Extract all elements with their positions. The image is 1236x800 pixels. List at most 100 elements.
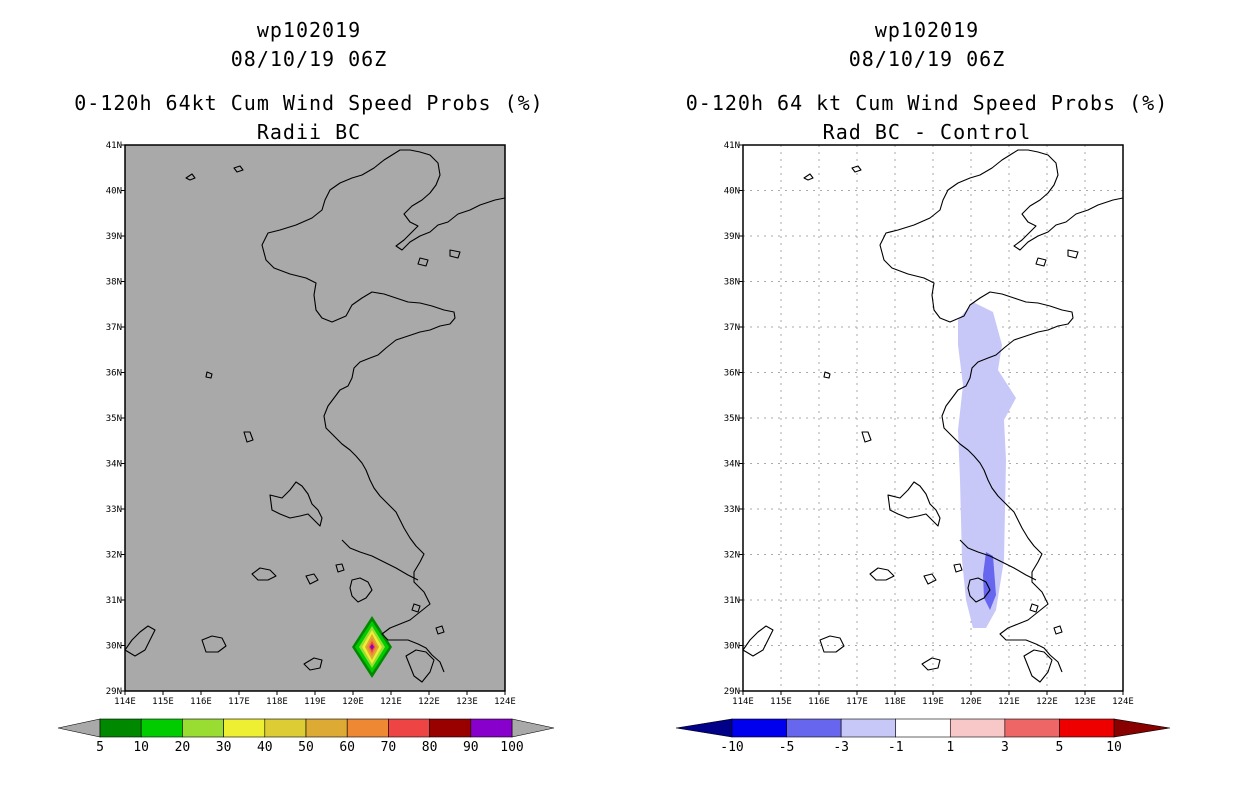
left-colorbar-segment: [470, 718, 513, 738]
left-colorbar-segment: [99, 718, 142, 738]
lon-tick-label: 115E: [770, 697, 792, 707]
lat-tick-label: 36N: [724, 369, 740, 379]
lon-tick-label: 119E: [304, 697, 326, 707]
right-storm-id: wp102019: [874, 18, 980, 42]
lon-tick-label: 123E: [456, 697, 478, 707]
left-panel: wp102019 08/10/19 06Z 0-120h 64kt Cum Wi…: [74, 18, 544, 144]
coastline-segment: [261, 149, 506, 673]
coastline-segment: [1023, 649, 1053, 683]
right-colorbar-label: 10: [1106, 740, 1122, 755]
coastline-segment: [953, 563, 963, 573]
lat-tick-label: 35N: [724, 414, 740, 424]
lon-tick-label: 121E: [998, 697, 1020, 707]
right-axis-ticks: 114E 115E 116E 117E 118E 119E 120E 121E 122E 123E…: [724, 141, 1134, 707]
lat-tick-label: 39N: [724, 232, 740, 242]
left-map: 114E 115E 116E 117E 118E 119E 120E 121E 122E 123E…: [106, 141, 516, 707]
coastline-segment: [803, 173, 814, 181]
left-axis-ticks: 114E 115E 116E 117E 118E 119E 120E 121E 122E 123E…: [106, 141, 516, 707]
coastline-segment: [967, 577, 991, 603]
lon-tick-label: 115E: [152, 697, 174, 707]
left-colorbar-label: 40: [257, 740, 273, 755]
left-colorbar-segment: [305, 718, 348, 738]
coastline-segment: [251, 567, 277, 581]
right-colorbar-label: 5: [1056, 740, 1064, 755]
right-subtitle: Rad BC - Control: [822, 120, 1032, 144]
lat-tick-label: 34N: [724, 460, 740, 470]
lat-tick-label: 31N: [724, 596, 740, 606]
coastline-segment: [851, 165, 862, 173]
left-product-title: 0-120h 64kt Cum Wind Speed Probs (%): [74, 91, 544, 115]
left-colorbar-label: 100: [500, 740, 523, 755]
left-subtitle: Radii BC: [256, 120, 362, 144]
left-colorbar-label: 60: [339, 740, 355, 755]
left-colorbar-segment: [388, 718, 430, 738]
right-colorbar: -10 -5 -3 -1 1 3 5 10: [675, 718, 1171, 755]
right-colorbar-segment: [949, 718, 1006, 738]
right-product-title: 0-120h 64 kt Cum Wind Speed Probs (%): [685, 91, 1169, 115]
coastline-segment: [861, 431, 872, 443]
lon-tick-label: 118E: [884, 697, 906, 707]
coastline-segment: [243, 431, 254, 443]
coastline-segment: [1053, 625, 1063, 635]
left-colorbar-segment: [140, 718, 183, 738]
coastline-segment: [879, 149, 1124, 673]
lat-tick-label: 32N: [106, 551, 122, 561]
coastline-segment: [205, 371, 213, 379]
coastline: [124, 149, 506, 683]
left-colorbar-under-triangle: [57, 718, 101, 738]
left-colorbar: 5 10 20 30 40 50 60 70 80 90 100: [57, 718, 555, 755]
coastline-segment: [305, 573, 319, 585]
coastline-segment: [923, 573, 937, 585]
coastline-segment: [449, 249, 461, 259]
lon-tick-label: 119E: [922, 697, 944, 707]
left-colorbar-label: 20: [175, 740, 191, 755]
left-colorbar-label: 50: [298, 740, 314, 755]
lon-tick-label: 123E: [1074, 697, 1096, 707]
right-datetime: 08/10/19 06Z: [848, 47, 1006, 71]
lat-tick-label: 30N: [724, 642, 740, 652]
coastline-segment: [921, 657, 941, 671]
left-colorbar-segment: [264, 718, 307, 738]
lon-tick-label: 116E: [190, 697, 212, 707]
left-colorbar-segment: [182, 718, 224, 738]
lon-tick-label: 117E: [846, 697, 868, 707]
left-map-background: [125, 145, 505, 691]
right-colorbar-label: -3: [833, 740, 849, 755]
coastline-segment: [269, 481, 323, 527]
lat-tick-label: 41N: [724, 141, 740, 151]
left-colorbar-segment: [223, 718, 266, 738]
lat-tick-label: 39N: [106, 232, 122, 242]
lat-tick-label: 38N: [724, 278, 740, 288]
lon-tick-label: 124E: [494, 697, 516, 707]
lat-tick-label: 29N: [106, 687, 122, 697]
coastline-segment: [1067, 249, 1079, 259]
lon-tick-label: 121E: [380, 697, 402, 707]
lat-tick-label: 29N: [724, 687, 740, 697]
coastline-segment: [742, 625, 774, 657]
right-colorbar-segment: [1059, 718, 1115, 738]
coastline-segment: [435, 625, 445, 635]
lon-tick-label: 120E: [960, 697, 982, 707]
left-colorbar-over-triangle: [511, 718, 555, 738]
wind-probability-diamond: [352, 616, 392, 678]
lon-tick-label: 120E: [342, 697, 364, 707]
right-grid: [743, 145, 1123, 691]
lat-tick-label: 41N: [106, 141, 122, 151]
lon-tick-label: 116E: [808, 697, 830, 707]
left-datetime: 08/10/19 06Z: [230, 47, 388, 71]
lat-tick-label: 36N: [106, 369, 122, 379]
lon-tick-label: 124E: [1112, 697, 1134, 707]
coastline-segment: [1029, 603, 1039, 613]
coastline-segment: [341, 539, 419, 581]
right-colorbar-segment: [731, 718, 787, 738]
coastline-segment: [411, 603, 421, 613]
lat-tick-label: 33N: [106, 505, 122, 515]
lat-tick-label: 38N: [106, 278, 122, 288]
lat-tick-label: 30N: [106, 642, 122, 652]
right-colorbar-label: 1: [946, 740, 954, 755]
left-colorbar-label: 30: [216, 740, 232, 755]
coastline-segment: [124, 625, 156, 657]
lat-tick-label: 37N: [724, 323, 740, 333]
lat-tick-label: 40N: [724, 187, 740, 197]
coastline-segment: [1035, 257, 1047, 267]
